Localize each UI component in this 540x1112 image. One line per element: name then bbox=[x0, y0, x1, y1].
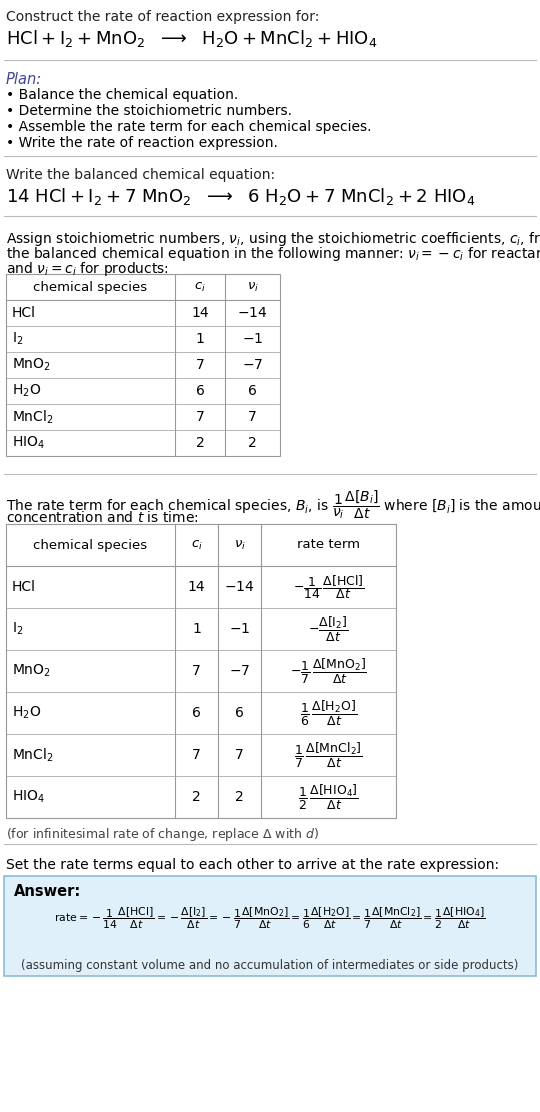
Text: Answer:: Answer: bbox=[14, 884, 81, 898]
Text: and $\nu_i = c_i$ for products:: and $\nu_i = c_i$ for products: bbox=[6, 260, 169, 278]
Text: chemical species: chemical species bbox=[33, 538, 147, 552]
Text: $-7$: $-7$ bbox=[229, 664, 250, 678]
Text: chemical species: chemical species bbox=[33, 280, 147, 294]
Text: $\mathrm{HIO_4}$: $\mathrm{HIO_4}$ bbox=[12, 788, 45, 805]
Text: $\mathrm{H_2O}$: $\mathrm{H_2O}$ bbox=[12, 383, 41, 399]
Text: $-\dfrac{\Delta[\mathrm{I_2}]}{\Delta t}$: $-\dfrac{\Delta[\mathrm{I_2}]}{\Delta t}… bbox=[308, 615, 349, 644]
Text: 7: 7 bbox=[248, 410, 257, 424]
Text: $\nu_i$: $\nu_i$ bbox=[233, 538, 246, 552]
Text: • Balance the chemical equation.: • Balance the chemical equation. bbox=[6, 88, 238, 102]
Bar bbox=[6, 524, 396, 818]
Text: 1: 1 bbox=[192, 622, 201, 636]
Text: 7: 7 bbox=[192, 664, 201, 678]
Text: $-\dfrac{1}{7}\,\dfrac{\Delta[\mathrm{MnO_2}]}{\Delta t}$: $-\dfrac{1}{7}\,\dfrac{\Delta[\mathrm{Mn… bbox=[290, 656, 367, 685]
Text: 14: 14 bbox=[191, 306, 209, 320]
Text: $\mathrm{MnCl_2}$: $\mathrm{MnCl_2}$ bbox=[12, 746, 53, 764]
Text: 14: 14 bbox=[188, 580, 205, 594]
Text: Plan:: Plan: bbox=[6, 72, 42, 87]
Text: $\mathrm{14\ HCl + I_2 + 7\ MnO_2\ \ \longrightarrow\ \ 6\ H_2O + 7\ MnCl_2 + 2\: $\mathrm{14\ HCl + I_2 + 7\ MnO_2\ \ \lo… bbox=[6, 186, 475, 207]
Text: 2: 2 bbox=[195, 436, 204, 450]
Text: $c_i$: $c_i$ bbox=[191, 538, 202, 552]
Text: 7: 7 bbox=[195, 410, 204, 424]
Text: $-1$: $-1$ bbox=[229, 622, 250, 636]
Text: Set the rate terms equal to each other to arrive at the rate expression:: Set the rate terms equal to each other t… bbox=[6, 858, 499, 872]
Text: HCl: HCl bbox=[12, 580, 36, 594]
Text: $-14$: $-14$ bbox=[224, 580, 255, 594]
Text: 6: 6 bbox=[192, 706, 201, 719]
Text: $\mathrm{MnO_2}$: $\mathrm{MnO_2}$ bbox=[12, 357, 51, 374]
Text: $\mathrm{I_2}$: $\mathrm{I_2}$ bbox=[12, 330, 23, 347]
Text: Write the balanced chemical equation:: Write the balanced chemical equation: bbox=[6, 168, 275, 182]
Text: $\nu_i$: $\nu_i$ bbox=[247, 280, 259, 294]
Text: 2: 2 bbox=[248, 436, 257, 450]
Text: Assign stoichiometric numbers, $\nu_i$, using the stoichiometric coefficients, $: Assign stoichiometric numbers, $\nu_i$, … bbox=[6, 230, 540, 248]
Text: Construct the rate of reaction expression for:: Construct the rate of reaction expressio… bbox=[6, 10, 319, 24]
Text: $c_i$: $c_i$ bbox=[194, 280, 206, 294]
Text: 7: 7 bbox=[235, 748, 244, 762]
Text: The rate term for each chemical species, $B_i$, is $\dfrac{1}{\nu_i}\dfrac{\Delt: The rate term for each chemical species,… bbox=[6, 488, 540, 520]
Text: 6: 6 bbox=[195, 384, 205, 398]
Text: $\mathrm{HIO_4}$: $\mathrm{HIO_4}$ bbox=[12, 435, 45, 451]
Text: 1: 1 bbox=[195, 332, 205, 346]
Text: HCl: HCl bbox=[12, 306, 36, 320]
Text: $\mathrm{I_2}$: $\mathrm{I_2}$ bbox=[12, 620, 23, 637]
Text: the balanced chemical equation in the following manner: $\nu_i = -c_i$ for react: the balanced chemical equation in the fo… bbox=[6, 245, 540, 264]
Text: (for infinitesimal rate of change, replace $\Delta$ with $d$): (for infinitesimal rate of change, repla… bbox=[6, 826, 319, 843]
Text: 7: 7 bbox=[195, 358, 204, 373]
Text: $\mathrm{H_2O}$: $\mathrm{H_2O}$ bbox=[12, 705, 41, 722]
Text: • Assemble the rate term for each chemical species.: • Assemble the rate term for each chemic… bbox=[6, 120, 372, 135]
Text: $\mathrm{HCl + I_2 + MnO_2\ \ \longrightarrow\ \ H_2O + MnCl_2 + HIO_4}$: $\mathrm{HCl + I_2 + MnO_2\ \ \longright… bbox=[6, 28, 377, 49]
Text: 2: 2 bbox=[235, 790, 244, 804]
Text: (assuming constant volume and no accumulation of intermediates or side products): (assuming constant volume and no accumul… bbox=[21, 959, 519, 972]
Text: 7: 7 bbox=[192, 748, 201, 762]
Text: concentration and $t$ is time:: concentration and $t$ is time: bbox=[6, 510, 199, 525]
Text: $\mathrm{rate} = -\dfrac{1}{14}\dfrac{\Delta[\mathrm{HCl}]}{\Delta t} = -\dfrac{: $\mathrm{rate} = -\dfrac{1}{14}\dfrac{\D… bbox=[54, 906, 486, 932]
Text: $\mathrm{MnCl_2}$: $\mathrm{MnCl_2}$ bbox=[12, 408, 53, 426]
Text: $\dfrac{1}{6}\,\dfrac{\Delta[\mathrm{H_2O}]}{\Delta t}$: $\dfrac{1}{6}\,\dfrac{\Delta[\mathrm{H_2… bbox=[300, 698, 357, 727]
Text: • Write the rate of reaction expression.: • Write the rate of reaction expression. bbox=[6, 136, 278, 150]
Text: $-14$: $-14$ bbox=[237, 306, 268, 320]
Text: 6: 6 bbox=[235, 706, 244, 719]
Text: rate term: rate term bbox=[297, 538, 360, 552]
Text: $-1$: $-1$ bbox=[242, 332, 263, 346]
FancyBboxPatch shape bbox=[4, 876, 536, 976]
Text: 6: 6 bbox=[248, 384, 257, 398]
Text: 2: 2 bbox=[192, 790, 201, 804]
Text: $\dfrac{1}{2}\,\dfrac{\Delta[\mathrm{HIO_4}]}{\Delta t}$: $\dfrac{1}{2}\,\dfrac{\Delta[\mathrm{HIO… bbox=[298, 783, 359, 812]
Text: • Determine the stoichiometric numbers.: • Determine the stoichiometric numbers. bbox=[6, 105, 292, 118]
Text: $-7$: $-7$ bbox=[242, 358, 263, 373]
Text: $\dfrac{1}{7}\,\dfrac{\Delta[\mathrm{MnCl_2}]}{\Delta t}$: $\dfrac{1}{7}\,\dfrac{\Delta[\mathrm{MnC… bbox=[294, 741, 363, 770]
Text: $\mathrm{MnO_2}$: $\mathrm{MnO_2}$ bbox=[12, 663, 51, 679]
Text: $-\dfrac{1}{14}\,\dfrac{\Delta[\mathrm{HCl}]}{\Delta t}$: $-\dfrac{1}{14}\,\dfrac{\Delta[\mathrm{H… bbox=[293, 573, 364, 600]
Bar bbox=[6, 274, 280, 456]
